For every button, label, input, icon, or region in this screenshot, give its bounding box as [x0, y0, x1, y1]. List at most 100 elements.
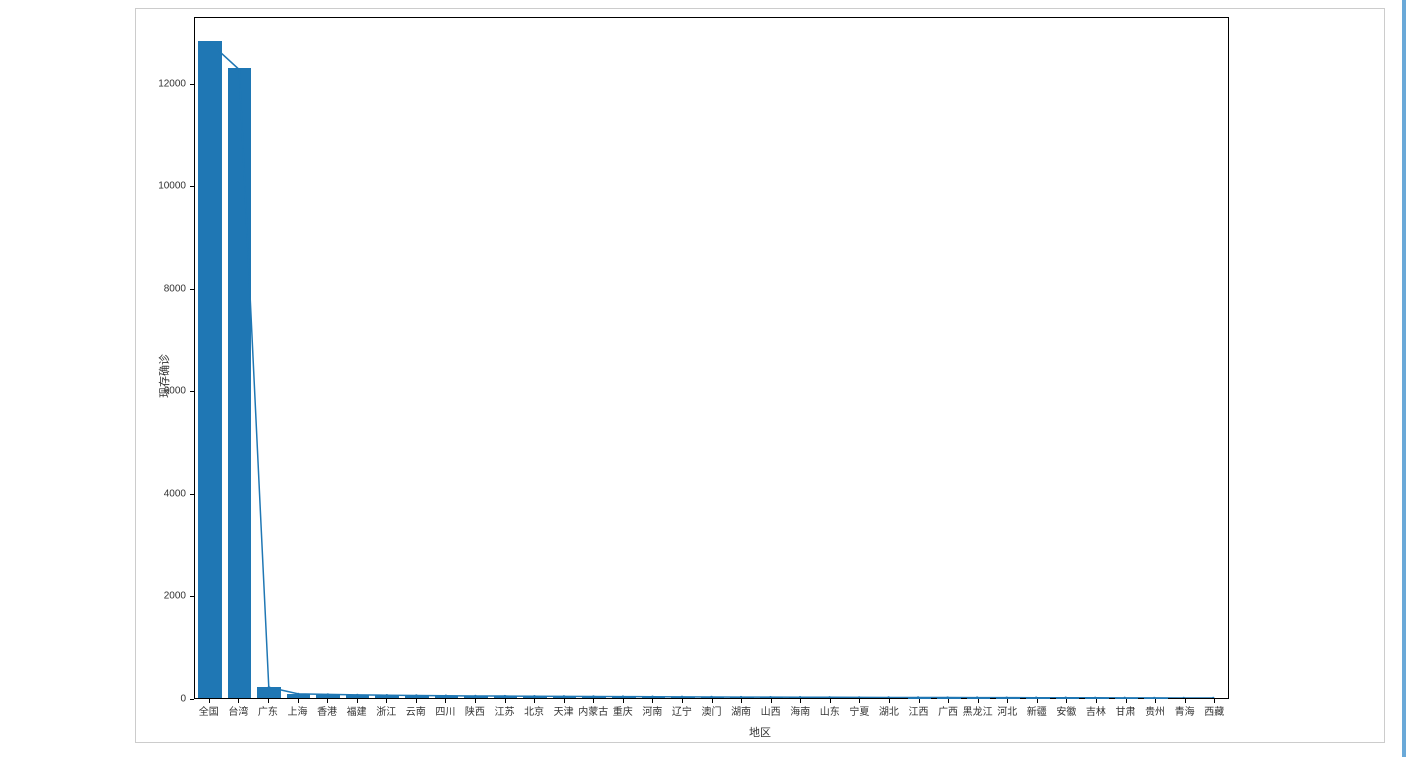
x-tick-mark — [505, 699, 506, 703]
bar — [464, 696, 488, 698]
line-overlay — [195, 18, 1228, 698]
y-tick-label: 4000 — [164, 488, 186, 499]
x-tick-mark — [712, 699, 713, 703]
x-tick-mark — [1126, 699, 1127, 703]
bar — [760, 697, 784, 698]
x-tick-label: 香港 — [317, 703, 337, 718]
y-tick-label: 0 — [180, 694, 186, 705]
x-tick-label: 河南 — [642, 703, 662, 718]
bar — [701, 697, 725, 698]
bar — [435, 696, 459, 698]
x-tick-mark — [859, 699, 860, 703]
x-tick-mark — [593, 699, 594, 703]
x-tick-label: 上海 — [288, 703, 308, 718]
x-tick-mark — [386, 699, 387, 703]
x-tick-mark — [268, 699, 269, 703]
x-tick-label: 安徽 — [1056, 703, 1076, 718]
x-tick-label: 北京 — [524, 703, 544, 718]
x-tick-mark — [1096, 699, 1097, 703]
chart-container: 020004000600080001000012000 全国台湾广东上海香港福建… — [135, 8, 1385, 743]
x-tick-mark — [1066, 699, 1067, 703]
x-tick-mark — [1007, 699, 1008, 703]
x-tick-label: 澳门 — [702, 703, 722, 718]
bar — [198, 41, 222, 698]
line-marker — [1212, 697, 1214, 698]
x-tick-label: 辽宁 — [672, 703, 692, 718]
x-tick-label: 内蒙古 — [578, 703, 608, 718]
x-tick-label: 西藏 — [1204, 703, 1224, 718]
bar — [523, 696, 547, 698]
y-tick-label: 2000 — [164, 591, 186, 602]
x-tick-mark — [1155, 699, 1156, 703]
x-tick-label: 山西 — [761, 703, 781, 718]
y-tick-mark — [190, 699, 194, 700]
bar — [257, 687, 281, 698]
x-tick-mark — [238, 699, 239, 703]
line-series — [210, 43, 1213, 698]
x-tick-mark — [919, 699, 920, 703]
x-tick-mark — [889, 699, 890, 703]
x-tick-mark — [682, 699, 683, 703]
x-tick-label: 湖南 — [731, 703, 751, 718]
x-tick-mark — [741, 699, 742, 703]
x-tick-mark — [357, 699, 358, 703]
x-tick-label: 福建 — [347, 703, 367, 718]
x-tick-label: 宁夏 — [849, 703, 869, 718]
x-tick-mark — [1214, 699, 1215, 703]
x-tick-mark — [623, 699, 624, 703]
x-tick-label: 河北 — [997, 703, 1017, 718]
x-tick-label: 全国 — [199, 703, 219, 718]
y-tick-label: 10000 — [158, 181, 186, 192]
x-tick-mark — [948, 699, 949, 703]
bar — [849, 697, 873, 698]
x-tick-mark — [652, 699, 653, 703]
bar — [582, 696, 606, 698]
x-tick-label: 青海 — [1175, 703, 1195, 718]
x-tick-label: 浙江 — [376, 703, 396, 718]
bar — [287, 694, 311, 698]
x-tick-label: 广东 — [258, 703, 278, 718]
x-axis-label: 地区 — [749, 724, 771, 740]
x-tick-mark — [771, 699, 772, 703]
x-tick-mark — [445, 699, 446, 703]
bar — [316, 694, 340, 698]
bar — [494, 696, 518, 698]
x-tick-mark — [1185, 699, 1186, 703]
x-tick-mark — [475, 699, 476, 703]
bar — [819, 697, 843, 698]
bar — [642, 697, 666, 698]
x-tick-label: 山东 — [820, 703, 840, 718]
x-tick-label: 海南 — [790, 703, 810, 718]
bar — [405, 695, 429, 698]
bar — [346, 695, 370, 698]
y-tick-label: 12000 — [158, 78, 186, 89]
x-tick-mark — [830, 699, 831, 703]
bar — [878, 697, 902, 698]
x-tick-mark — [534, 699, 535, 703]
x-axis: 全国台湾广东上海香港福建浙江云南四川陕西江苏北京天津内蒙古重庆河南辽宁澳门湖南山… — [194, 701, 1229, 741]
y-tick-label: 8000 — [164, 283, 186, 294]
x-tick-label: 陕西 — [465, 703, 485, 718]
x-tick-label: 新疆 — [1027, 703, 1047, 718]
bar — [228, 68, 252, 698]
x-tick-mark — [416, 699, 417, 703]
bar — [671, 697, 695, 698]
x-tick-mark — [298, 699, 299, 703]
bar — [612, 697, 636, 698]
bar — [375, 695, 399, 698]
x-tick-mark — [1037, 699, 1038, 703]
x-tick-label: 黑龙江 — [963, 703, 993, 718]
x-tick-label: 重庆 — [613, 703, 633, 718]
x-tick-label: 湖北 — [879, 703, 899, 718]
bar — [730, 697, 754, 698]
x-tick-label: 天津 — [554, 703, 574, 718]
x-tick-label: 广西 — [938, 703, 958, 718]
outer-right-border — [1402, 0, 1406, 757]
x-tick-label: 贵州 — [1145, 703, 1165, 718]
x-tick-mark — [209, 699, 210, 703]
bar — [789, 697, 813, 698]
x-tick-label: 云南 — [406, 703, 426, 718]
x-tick-mark — [327, 699, 328, 703]
x-tick-mark — [564, 699, 565, 703]
x-tick-mark — [978, 699, 979, 703]
